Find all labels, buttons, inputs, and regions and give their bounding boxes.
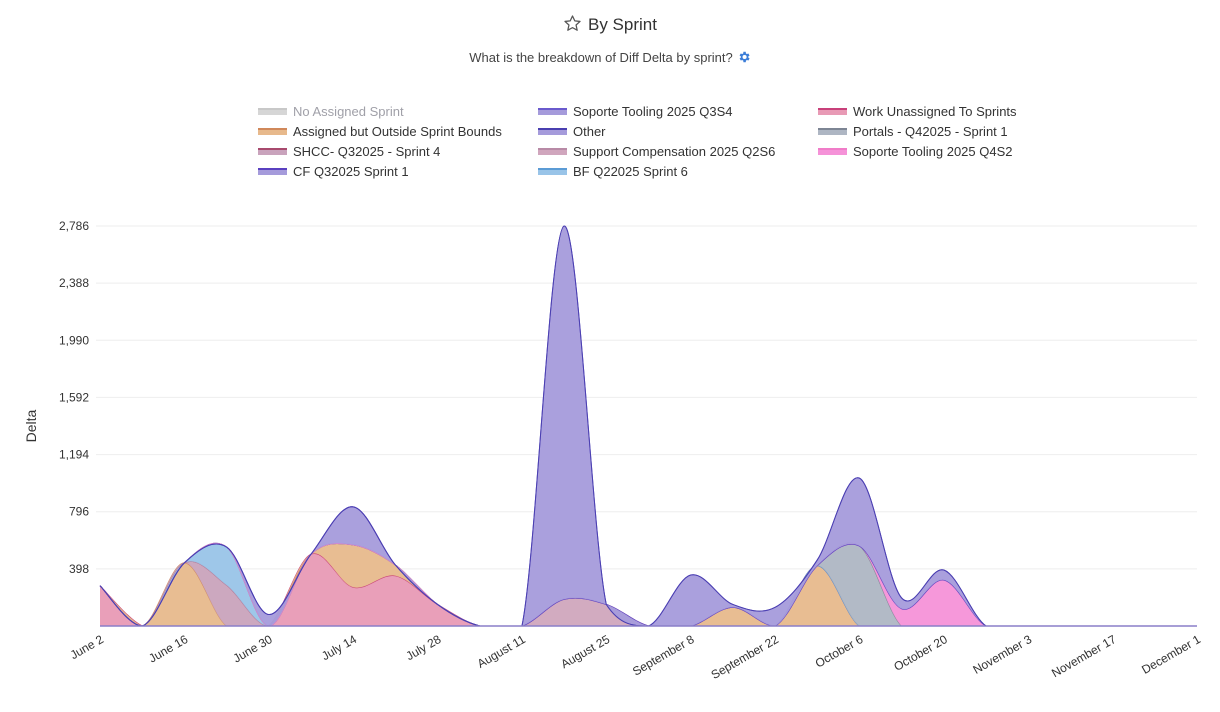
series-line — [99, 225, 1197, 627]
x-tick-label: November 3 — [971, 632, 1035, 677]
legend-label: No Assigned Sprint — [293, 103, 404, 119]
area-series[interactable] — [100, 542, 1197, 626]
x-tick-label: June 2 — [68, 632, 106, 662]
legend-label: Soporte Tooling 2025 Q3S4 — [573, 103, 733, 119]
x-tick-label: June 30 — [231, 632, 275, 666]
x-tick-label: October 20 — [891, 632, 950, 674]
x-tick-label: September 22 — [709, 632, 782, 682]
star-outline-icon[interactable] — [563, 14, 582, 33]
legend-item[interactable]: SHCC- Q32025 - Sprint 4 — [258, 143, 538, 159]
area-series[interactable] — [100, 506, 1197, 626]
legend-item[interactable]: Portals - Q42025 - Sprint 1 — [818, 123, 1058, 139]
x-tick-label: July 14 — [319, 632, 359, 663]
legend-swatch — [538, 107, 567, 115]
legend-swatch — [258, 167, 287, 175]
area-series[interactable] — [100, 225, 1197, 626]
legend-item[interactable]: Support Compensation 2025 Q2S6 — [538, 143, 818, 159]
legend: No Assigned Sprint Soporte Tooling 2025 Q… — [258, 103, 1058, 179]
title-text: By Sprint — [588, 15, 657, 34]
y-tick-label: 2,786 — [59, 219, 89, 233]
area-series[interactable] — [100, 543, 1197, 626]
x-tick-label: August 25 — [558, 632, 612, 671]
legend-item[interactable]: Soporte Tooling 2025 Q3S4 — [538, 103, 818, 119]
legend-label: BF Q22025 Sprint 6 — [573, 163, 688, 179]
legend-item[interactable]: CF Q32025 Sprint 1 — [258, 163, 538, 179]
y-tick-label: 1,194 — [59, 448, 89, 462]
x-tick-label: September 8 — [630, 632, 697, 679]
x-tick-label: July 28 — [404, 632, 444, 663]
x-tick-label: June 16 — [146, 632, 190, 666]
subtitle-text: What is the breakdown of Diff Delta by s… — [469, 50, 733, 65]
legend-item[interactable]: Assigned but Outside Sprint Bounds — [258, 123, 538, 139]
series-line — [99, 225, 1197, 627]
legend-label: SHCC- Q32025 - Sprint 4 — [293, 143, 441, 159]
legend-item[interactable]: Other — [538, 123, 818, 139]
legend-swatch — [818, 147, 847, 155]
y-tick-label: 398 — [69, 562, 89, 576]
legend-swatch — [538, 127, 567, 135]
series-line — [99, 506, 1197, 627]
legend-item[interactable]: BF Q22025 Sprint 6 — [538, 163, 818, 179]
legend-swatch — [258, 107, 287, 115]
y-tick-label: 2,388 — [59, 276, 89, 290]
legend-label: Portals - Q42025 - Sprint 1 — [853, 123, 1008, 139]
legend-label: Assigned but Outside Sprint Bounds — [293, 123, 502, 139]
legend-label: Other — [573, 123, 606, 139]
area-series[interactable] — [100, 553, 1197, 626]
legend-swatch — [258, 147, 287, 155]
legend-item[interactable]: Work Unassigned To Sprints — [818, 103, 1058, 119]
legend-item[interactable]: No Assigned Sprint — [258, 103, 538, 119]
y-tick-label: 1,990 — [59, 333, 89, 347]
legend-swatch — [538, 167, 567, 175]
legend-label: Work Unassigned To Sprints — [853, 103, 1017, 119]
y-tick-label: 796 — [69, 505, 89, 519]
legend-label: CF Q32025 Sprint 1 — [293, 163, 409, 179]
x-tick-label: October 6 — [813, 632, 866, 671]
area-series[interactable] — [100, 225, 1197, 626]
x-tick-label: November 17 — [1049, 632, 1119, 680]
legend-swatch — [818, 107, 847, 115]
gear-icon[interactable] — [737, 50, 751, 64]
legend-swatch — [818, 127, 847, 135]
x-tick-label: December 1 — [1139, 632, 1203, 677]
legend-label: Soporte Tooling 2025 Q4S2 — [853, 143, 1013, 159]
x-tick-label: August 11 — [475, 632, 528, 671]
chart-subtitle: What is the breakdown of Diff Delta by s… — [0, 50, 1220, 65]
y-tick-label: 1,592 — [59, 390, 89, 404]
legend-swatch — [258, 127, 287, 135]
chart-title: By Sprint — [0, 14, 1220, 35]
legend-swatch — [538, 147, 567, 155]
y-axis-label: Delta — [23, 409, 39, 442]
legend-item[interactable]: Soporte Tooling 2025 Q4S2 — [818, 143, 1058, 159]
area-series[interactable] — [100, 543, 1197, 626]
legend-label: Support Compensation 2025 Q2S6 — [573, 143, 776, 159]
